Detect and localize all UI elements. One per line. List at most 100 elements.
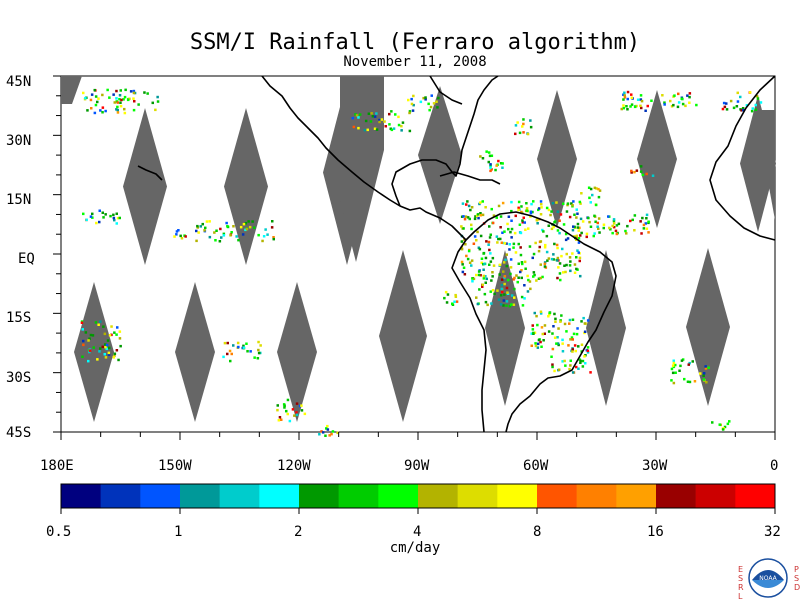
rain-pixel bbox=[467, 204, 471, 208]
rain-pixel bbox=[427, 102, 430, 106]
rain-pixel bbox=[572, 225, 575, 228]
rain-pixel bbox=[677, 92, 680, 96]
rain-pixel bbox=[702, 378, 706, 381]
rain-pixel bbox=[532, 200, 535, 203]
rain-pixel bbox=[602, 226, 605, 230]
rain-pixel bbox=[500, 283, 504, 287]
rain-pixel bbox=[641, 216, 644, 220]
colorbar-swatch bbox=[695, 484, 736, 508]
rain-pixel bbox=[476, 230, 479, 234]
rain-pixel bbox=[625, 232, 628, 235]
rain-pixel bbox=[669, 99, 672, 103]
rain-pixel bbox=[533, 273, 536, 277]
rain-pixel bbox=[318, 433, 321, 436]
rain-pixel bbox=[489, 260, 493, 263]
rain-pixel bbox=[490, 302, 493, 305]
rain-pixel bbox=[645, 213, 649, 217]
rain-pixel bbox=[460, 215, 464, 218]
rain-pixel bbox=[116, 326, 119, 329]
rain-pixel bbox=[219, 227, 222, 231]
rain-pixel bbox=[505, 242, 508, 245]
rain-pixel bbox=[611, 231, 614, 235]
rain-pixel bbox=[512, 246, 515, 249]
rain-pixel bbox=[467, 249, 471, 253]
rain-pixel bbox=[552, 253, 555, 256]
rain-pixel bbox=[597, 227, 600, 230]
rain-pixel bbox=[639, 104, 642, 108]
rain-pixel bbox=[559, 213, 563, 216]
rain-pixel bbox=[683, 377, 686, 381]
rain-pixel bbox=[553, 369, 556, 373]
rain-pixel bbox=[503, 293, 506, 296]
rain-pixel bbox=[384, 125, 387, 128]
colorbar-swatch bbox=[140, 484, 181, 508]
rain-pixel bbox=[99, 109, 102, 112]
rain-pixel bbox=[537, 277, 541, 280]
rain-pixel bbox=[479, 212, 482, 215]
rain-pixel bbox=[553, 336, 557, 339]
colorbar-ticks bbox=[60, 508, 776, 514]
rain-pixel bbox=[485, 240, 488, 243]
rain-pixel bbox=[88, 349, 92, 352]
rain-pixel bbox=[593, 186, 597, 190]
rain-pixel bbox=[143, 91, 146, 94]
rain-pixel bbox=[525, 202, 528, 205]
rain-pixel bbox=[542, 339, 545, 342]
rain-pixel bbox=[466, 216, 470, 219]
rain-pixel bbox=[552, 225, 555, 229]
rain-pixel bbox=[534, 344, 538, 348]
rain-pixel bbox=[704, 365, 707, 368]
rain-pixel bbox=[532, 275, 535, 278]
rain-pixel bbox=[213, 231, 216, 234]
rain-pixel bbox=[98, 350, 101, 353]
rain-pixel bbox=[478, 247, 482, 251]
rain-pixel bbox=[568, 367, 571, 371]
rain-pixel bbox=[575, 208, 578, 211]
rain-pixel bbox=[554, 317, 557, 321]
rain-pixel bbox=[705, 381, 708, 384]
rain-pixel bbox=[602, 223, 606, 226]
rain-pixel bbox=[519, 231, 523, 235]
rain-pixel bbox=[588, 220, 591, 224]
rain-pixel bbox=[539, 200, 543, 203]
rain-pixel bbox=[622, 98, 625, 101]
rain-pixel bbox=[220, 236, 223, 239]
rain-pixel bbox=[571, 318, 575, 321]
rain-pixel bbox=[622, 106, 625, 110]
rain-pixel bbox=[495, 164, 498, 167]
rain-pixel bbox=[476, 213, 480, 216]
rain-pixel bbox=[615, 224, 619, 227]
rain-pixel bbox=[489, 290, 492, 293]
rain-pixel bbox=[702, 374, 705, 377]
rain-pixel bbox=[577, 241, 581, 244]
rain-pixel bbox=[488, 248, 491, 252]
rain-pixel bbox=[498, 263, 502, 267]
rain-pixel bbox=[497, 159, 500, 163]
rain-pixel bbox=[487, 240, 491, 244]
rain-pixel bbox=[154, 108, 157, 112]
rain-pixel bbox=[571, 371, 575, 374]
rain-pixel bbox=[513, 276, 516, 280]
rain-pixel bbox=[635, 169, 639, 172]
rain-pixel bbox=[223, 341, 227, 345]
rain-pixel bbox=[118, 337, 122, 340]
rain-pixel bbox=[565, 210, 569, 213]
rain-pixel bbox=[90, 107, 93, 110]
rain-pixel bbox=[537, 208, 540, 212]
rain-pixel bbox=[276, 404, 279, 407]
rain-pixel bbox=[661, 94, 664, 97]
rain-pixel bbox=[461, 263, 464, 266]
rain-pixel bbox=[390, 110, 393, 113]
rain-pixel bbox=[688, 92, 692, 95]
swath-gap-north bbox=[224, 108, 268, 265]
map-subtitle: November 11, 2008 bbox=[343, 54, 487, 70]
rain-pixel bbox=[586, 351, 590, 354]
rain-pixel bbox=[650, 99, 653, 102]
rain-pixel bbox=[726, 422, 730, 426]
rain-pixel bbox=[501, 201, 505, 205]
rain-pixel bbox=[461, 270, 465, 274]
lon-label: 30W bbox=[642, 458, 668, 474]
rain-pixel bbox=[639, 165, 643, 168]
rain-pixel bbox=[631, 218, 634, 222]
rain-pixel bbox=[465, 203, 468, 206]
